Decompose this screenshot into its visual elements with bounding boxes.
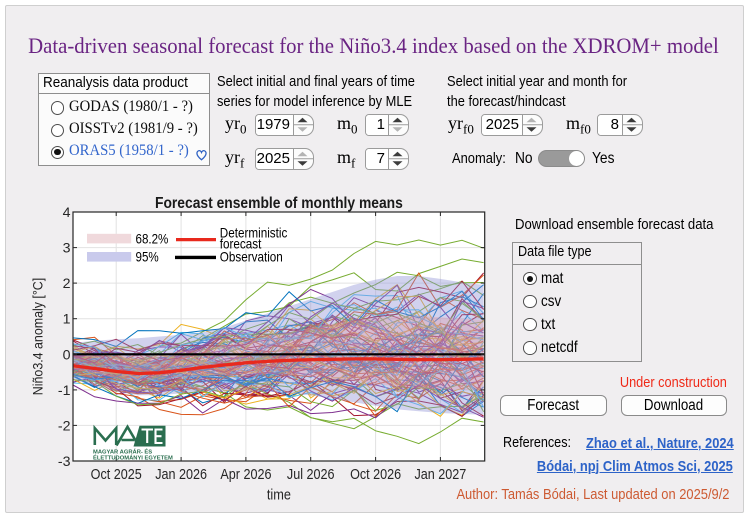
svg-text:Oct 2025: Oct 2025	[91, 466, 142, 482]
svg-text:Jan 2026: Jan 2026	[155, 466, 207, 482]
svg-text:Forecast ensemble of monthly m: Forecast ensemble of monthly means	[155, 195, 403, 212]
svg-text:Oct 2026: Oct 2026	[350, 466, 401, 482]
svg-text:95%: 95%	[136, 249, 159, 265]
svg-text:3: 3	[63, 241, 71, 257]
svg-text:Deterministic: Deterministic	[220, 226, 288, 241]
svg-text:4: 4	[63, 205, 71, 221]
svg-text:time: time	[267, 487, 291, 503]
svg-text:2: 2	[63, 276, 71, 292]
svg-text:68.2%: 68.2%	[136, 230, 169, 246]
svg-text:0: 0	[63, 347, 71, 363]
svg-text:MAGYAR AGRÁR- ÉS: MAGYAR AGRÁR- ÉS	[93, 448, 152, 456]
svg-text:Jan 2027: Jan 2027	[414, 466, 466, 482]
svg-text:forecast: forecast	[220, 237, 262, 252]
svg-text:Apr 2026: Apr 2026	[220, 466, 271, 482]
svg-text:1: 1	[63, 312, 71, 328]
svg-text:-2: -2	[58, 418, 71, 434]
svg-text:ÉLETTUDOMÁNYI EGYETEM: ÉLETTUDOMÁNYI EGYETEM	[93, 453, 173, 461]
svg-text:Observation: Observation	[220, 250, 283, 265]
svg-text:Niño3.4 anomaly [°C]: Niño3.4 anomaly [°C]	[30, 278, 46, 395]
svg-text:Jul 2026: Jul 2026	[287, 466, 335, 482]
svg-text:-1: -1	[58, 383, 71, 399]
svg-text:-3: -3	[58, 454, 71, 470]
